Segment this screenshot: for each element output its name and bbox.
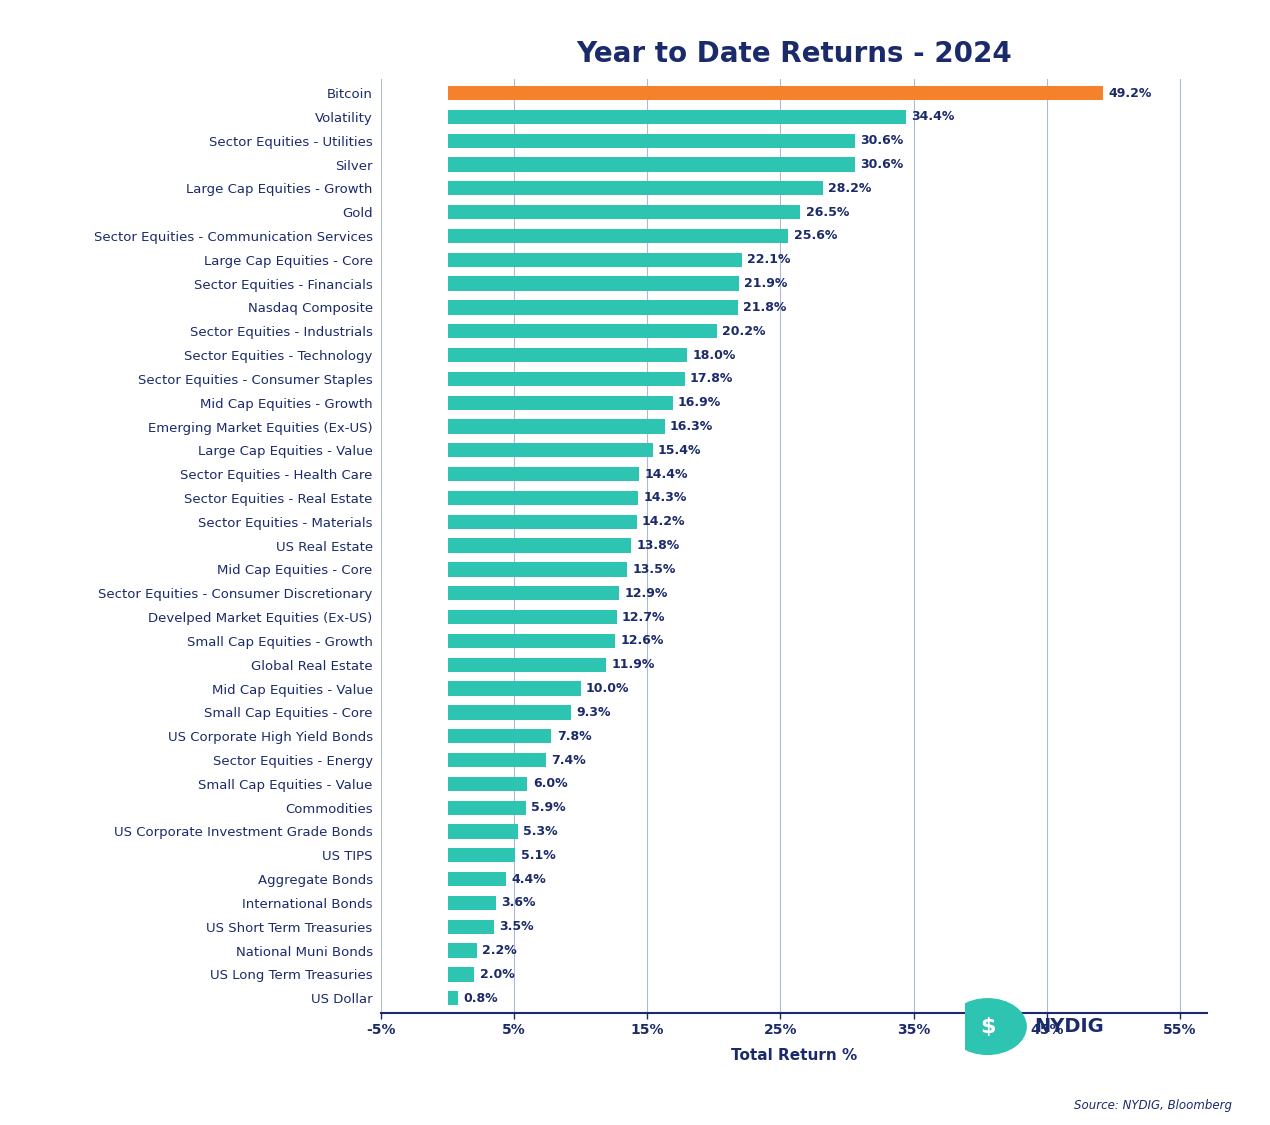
Text: 49.2%: 49.2% <box>1107 87 1152 99</box>
Text: $: $ <box>979 1017 996 1036</box>
Bar <box>447 919 494 934</box>
Text: Source: NYDIG, Bloomberg: Source: NYDIG, Bloomberg <box>1074 1098 1232 1112</box>
Text: 14.2%: 14.2% <box>641 515 686 529</box>
Text: 3.6%: 3.6% <box>500 897 536 909</box>
Bar <box>447 825 518 838</box>
Text: 14.3%: 14.3% <box>644 492 687 504</box>
Bar <box>447 277 739 290</box>
Text: 15.4%: 15.4% <box>658 444 701 457</box>
Text: 18.0%: 18.0% <box>692 349 735 361</box>
Text: 9.3%: 9.3% <box>577 705 611 719</box>
Text: 3.5%: 3.5% <box>499 920 535 934</box>
X-axis label: Total Return %: Total Return % <box>730 1048 857 1063</box>
Bar <box>447 539 631 552</box>
Text: 28.2%: 28.2% <box>828 182 871 195</box>
Text: 10.0%: 10.0% <box>585 682 630 695</box>
Text: 12.7%: 12.7% <box>622 611 665 623</box>
Bar <box>447 562 627 577</box>
Text: 5.9%: 5.9% <box>531 801 566 814</box>
Text: 5.3%: 5.3% <box>523 825 558 838</box>
Bar <box>447 848 516 863</box>
Bar <box>447 420 664 433</box>
Title: Year to Date Returns - 2024: Year to Date Returns - 2024 <box>575 40 1012 69</box>
Text: 22.1%: 22.1% <box>747 253 791 267</box>
Text: 34.4%: 34.4% <box>911 110 954 124</box>
Text: 11.9%: 11.9% <box>611 658 655 672</box>
Text: 21.9%: 21.9% <box>744 277 787 290</box>
Bar <box>447 158 855 172</box>
Bar <box>447 443 653 458</box>
Bar <box>447 872 507 886</box>
Bar <box>447 348 687 362</box>
Text: 12.6%: 12.6% <box>621 634 664 647</box>
Bar <box>447 658 606 672</box>
Text: 2.0%: 2.0% <box>480 968 514 981</box>
Bar <box>447 371 685 386</box>
Text: NYDIG: NYDIG <box>1034 1017 1104 1036</box>
Bar <box>447 610 617 624</box>
Bar <box>447 300 738 315</box>
Bar <box>447 753 546 767</box>
Bar <box>447 944 476 957</box>
Bar <box>447 134 855 147</box>
Bar <box>447 396 673 410</box>
Text: 30.6%: 30.6% <box>860 158 903 171</box>
Text: 12.9%: 12.9% <box>625 587 668 600</box>
Bar <box>447 633 616 648</box>
Text: 0.8%: 0.8% <box>464 992 498 1005</box>
Bar <box>447 896 495 910</box>
Bar <box>447 228 789 243</box>
Bar <box>447 801 526 814</box>
Bar <box>447 324 716 339</box>
Bar <box>447 205 800 219</box>
Bar <box>447 86 1102 100</box>
Bar <box>447 490 638 505</box>
Text: 7.4%: 7.4% <box>551 754 587 766</box>
Bar <box>447 181 823 196</box>
Text: 2.2%: 2.2% <box>483 944 517 957</box>
Bar <box>447 586 620 601</box>
Text: 16.9%: 16.9% <box>678 396 721 410</box>
Bar <box>447 968 474 981</box>
Text: 5.1%: 5.1% <box>521 848 555 862</box>
Text: 4.4%: 4.4% <box>512 873 546 885</box>
Text: 30.6%: 30.6% <box>860 134 903 147</box>
Text: 7.8%: 7.8% <box>556 730 592 742</box>
Text: 17.8%: 17.8% <box>690 372 733 386</box>
Text: 26.5%: 26.5% <box>805 206 850 218</box>
Text: 21.8%: 21.8% <box>743 300 786 314</box>
Bar <box>447 729 551 744</box>
Bar <box>447 705 572 720</box>
Bar <box>447 514 636 529</box>
Text: 13.8%: 13.8% <box>636 539 679 552</box>
Bar <box>447 682 580 695</box>
Bar <box>447 467 639 482</box>
Text: 13.5%: 13.5% <box>632 562 676 576</box>
Bar <box>447 991 458 1006</box>
Text: 14.4%: 14.4% <box>645 468 688 480</box>
Text: 25.6%: 25.6% <box>794 229 837 243</box>
Text: 6.0%: 6.0% <box>533 777 568 791</box>
Bar <box>447 776 527 791</box>
Text: 16.3%: 16.3% <box>671 420 714 433</box>
Circle shape <box>949 999 1026 1054</box>
Bar <box>447 110 906 124</box>
Text: 20.2%: 20.2% <box>721 325 766 338</box>
Bar <box>447 253 742 267</box>
